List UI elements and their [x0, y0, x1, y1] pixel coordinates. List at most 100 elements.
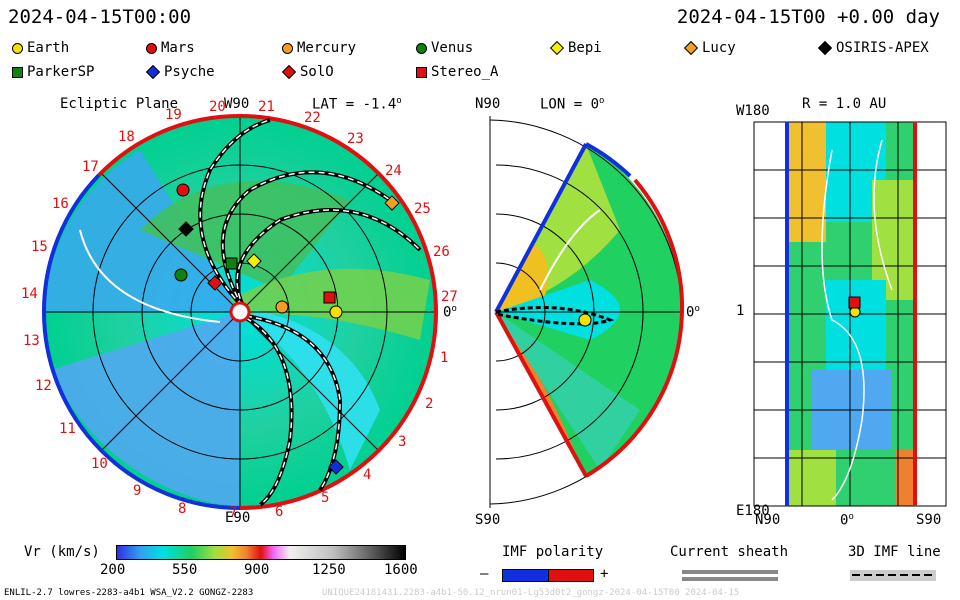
colorbar [116, 545, 406, 560]
legend-label: Lucy [702, 40, 736, 56]
carrington-label: 8 [178, 501, 187, 517]
carrington-label: 14 [21, 286, 38, 302]
legend-mercury: Mercury [282, 40, 356, 56]
current-sheath-line [682, 570, 778, 574]
carrington-label: 26 [433, 244, 450, 260]
meridional-bottom-label: S90 [475, 512, 501, 528]
venus-marker-icon [416, 42, 427, 54]
lon-value: LON = 0 [540, 96, 600, 113]
ecliptic-lat: LAT = -1.4o [312, 96, 402, 113]
footer-right: UNIQUE24181431.2283-a4b1-50.12_nrun01-Lg… [322, 588, 740, 598]
meridional-top-label: N90 [475, 96, 501, 112]
legend-label: Psyche [164, 64, 215, 80]
meridional-lon: LON = 0o [540, 96, 605, 113]
legend-parkersp: ParkerSP [12, 64, 94, 80]
carrington-label: 25 [414, 201, 431, 217]
bepi-marker-icon [549, 40, 565, 56]
carrington-label: 21 [258, 99, 275, 115]
ecliptic-plane-plot [41, 113, 438, 510]
bepi-marker-icon [246, 253, 262, 269]
legend-label: Bepi [568, 40, 602, 56]
footer-left: ENLIL-2.7 lowres-2283-a4b1 WSA_V2.2 GONG… [4, 588, 254, 598]
legend-label: Venus [431, 40, 474, 56]
lat-value: LAT = -1.4 [312, 96, 397, 113]
stereo-a-marker-icon [416, 66, 427, 78]
ecliptic-title: Ecliptic Plane [60, 96, 179, 112]
carrington-label: 17 [82, 159, 99, 175]
meridional-plot [489, 116, 685, 508]
carrington-label: 23 [347, 131, 364, 147]
sphere-x-label: S90 [916, 512, 942, 528]
legend-label: Stereo_A [431, 64, 499, 80]
carrington-label: 9 [133, 483, 142, 499]
solo-marker-icon [207, 275, 223, 291]
carrington-label: 18 [118, 129, 135, 145]
carrington-label: 12 [35, 378, 52, 394]
ecliptic-bottom-label: E90 [225, 510, 251, 526]
carrington-label: 19 [165, 107, 182, 123]
osiris-apex-marker-icon [817, 40, 833, 56]
datetime-title: 2024-04-15T00:00 [8, 6, 192, 28]
legend-lucy: Lucy [683, 40, 736, 56]
carrington-label: 16 [52, 196, 69, 212]
sphere-top-left: W180 [736, 103, 770, 119]
legend-bepi: Bepi [549, 40, 602, 56]
imf-polarity-minus: – [480, 566, 489, 582]
imf-polarity-plus: + [600, 566, 609, 582]
zero-label: 0 [686, 304, 695, 321]
carrington-label: 27 [441, 289, 458, 305]
carrington-label: 20 [209, 99, 226, 115]
mercury-marker-icon [282, 42, 293, 54]
carrington-label: 2 [425, 396, 434, 412]
legend-label: OSIRIS-APEX [836, 40, 929, 56]
legend-label: SolO [300, 64, 334, 80]
carrington-label: 3 [398, 434, 407, 450]
legend-earth: Earth [12, 40, 69, 56]
osiris-apex-marker-icon [178, 221, 194, 237]
colorbar-tick: 900 [244, 562, 270, 578]
legend-venus: Venus [416, 40, 473, 56]
lucy-marker-icon [683, 40, 699, 56]
carrington-label: 1 [440, 350, 449, 366]
legend-osiris-apex: OSIRIS-APEX [817, 40, 929, 56]
legend-psyche: Psyche [145, 64, 215, 80]
colorbar-tick: 1600 [384, 562, 418, 578]
carrington-label: 13 [23, 333, 40, 349]
sphere-bottom-left: E180 [736, 503, 770, 519]
sun-icon [229, 301, 251, 323]
parkersp-marker-icon [12, 66, 23, 78]
sphere-plot [753, 121, 947, 507]
earth-marker-icon [12, 42, 23, 54]
carrington-label: 11 [59, 421, 76, 437]
meridional-right-label: 0o [686, 304, 700, 321]
imf-polarity-title: IMF polarity [502, 544, 604, 560]
colorbar-title: Vr (km/s) [24, 544, 100, 560]
legend-label: Earth [27, 40, 70, 56]
psyche-marker-icon [328, 459, 344, 475]
earth-marker-icon [578, 313, 592, 327]
zero-label: 0 [443, 304, 452, 321]
mars-marker-icon [146, 42, 157, 54]
legend-mars: Mars [146, 40, 195, 56]
mars-marker-icon [176, 183, 190, 197]
imf-negative-swatch [502, 569, 550, 582]
carrington-label: 15 [31, 239, 48, 255]
stereo-a-marker-icon [848, 296, 861, 309]
carrington-label: 5 [321, 490, 330, 506]
imf-line-swatch [850, 570, 936, 581]
psyche-marker-icon [145, 64, 161, 80]
legend-solo: SolO [281, 64, 334, 80]
lucy-marker-icon [384, 195, 400, 211]
imf-line-title: 3D IMF line [848, 544, 941, 560]
carrington-label: 6 [275, 504, 284, 520]
zero-label: 0 [840, 512, 849, 529]
legend-stereo-a: Stereo_A [416, 64, 498, 80]
sphere-title: R = 1.0 AU [802, 96, 887, 112]
stereo-a-marker-icon [323, 291, 336, 304]
imf-positive-swatch [548, 569, 594, 582]
colorbar-tick: 200 [100, 562, 126, 578]
carrington-label: 22 [304, 110, 321, 126]
current-sheath-title: Current sheath [670, 544, 789, 560]
legend-label: Mars [161, 40, 195, 56]
sphere-mid-left: 1 [736, 303, 745, 319]
